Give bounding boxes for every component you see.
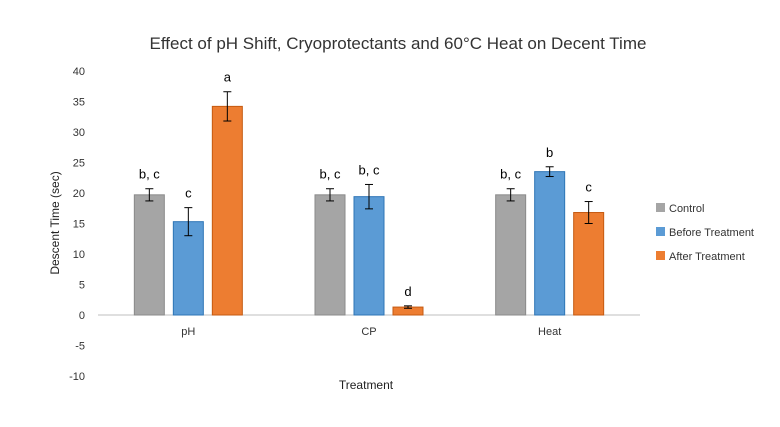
x-axis-title: Treatment [339,378,394,392]
y-tick-label: 30 [73,127,85,139]
legend-swatch [656,251,665,260]
y-tick-label: 10 [73,249,85,261]
bar [534,171,566,316]
legend-label: After Treatment [669,251,745,263]
significance-label: b, c [500,167,521,182]
legend: Control Before Treatment After Treatment [656,203,754,263]
significance-label: b, c [359,162,380,177]
bar [353,196,385,316]
y-tick-label: 20 [73,188,85,200]
legend-label: Control [669,203,704,215]
y-axis-ticks: -10 -5 0 5 10 15 20 25 30 35 40 [69,66,85,383]
significance-label: b [546,145,553,160]
significance-label: b, c [139,167,160,182]
significance-label: c [185,186,192,201]
significance-label: d [404,284,411,299]
category-label: CP [361,326,376,338]
category-label: pH [181,326,195,338]
y-tick-label: 15 [73,219,85,231]
y-tick-label: -5 [75,341,85,353]
legend-label: Before Treatment [669,227,754,239]
bar [133,194,165,316]
legend-swatch [656,227,665,236]
bar [573,212,605,316]
bar [314,194,346,316]
significance-label: c [585,180,592,195]
category-label: Heat [538,326,561,338]
chart-title: Effect of pH Shift, Cryoprotectants and … [150,34,647,53]
bars: b, c c a b, c b, c d b, c b c [133,70,605,316]
bar [172,221,204,316]
y-tick-label: 40 [73,66,85,78]
y-tick-label: 0 [79,310,85,322]
y-tick-label: 25 [73,158,85,170]
bar [211,105,243,316]
y-tick-label: 5 [79,280,85,292]
significance-label: b, c [320,167,341,182]
bar [495,194,527,316]
y-axis-title: Descent Time (sec) [48,171,62,274]
category-labels: pH CP Heat [181,326,561,338]
y-tick-label: -10 [69,371,85,383]
legend-swatch [656,203,665,212]
significance-label: a [224,70,232,85]
y-tick-label: 35 [73,97,85,109]
